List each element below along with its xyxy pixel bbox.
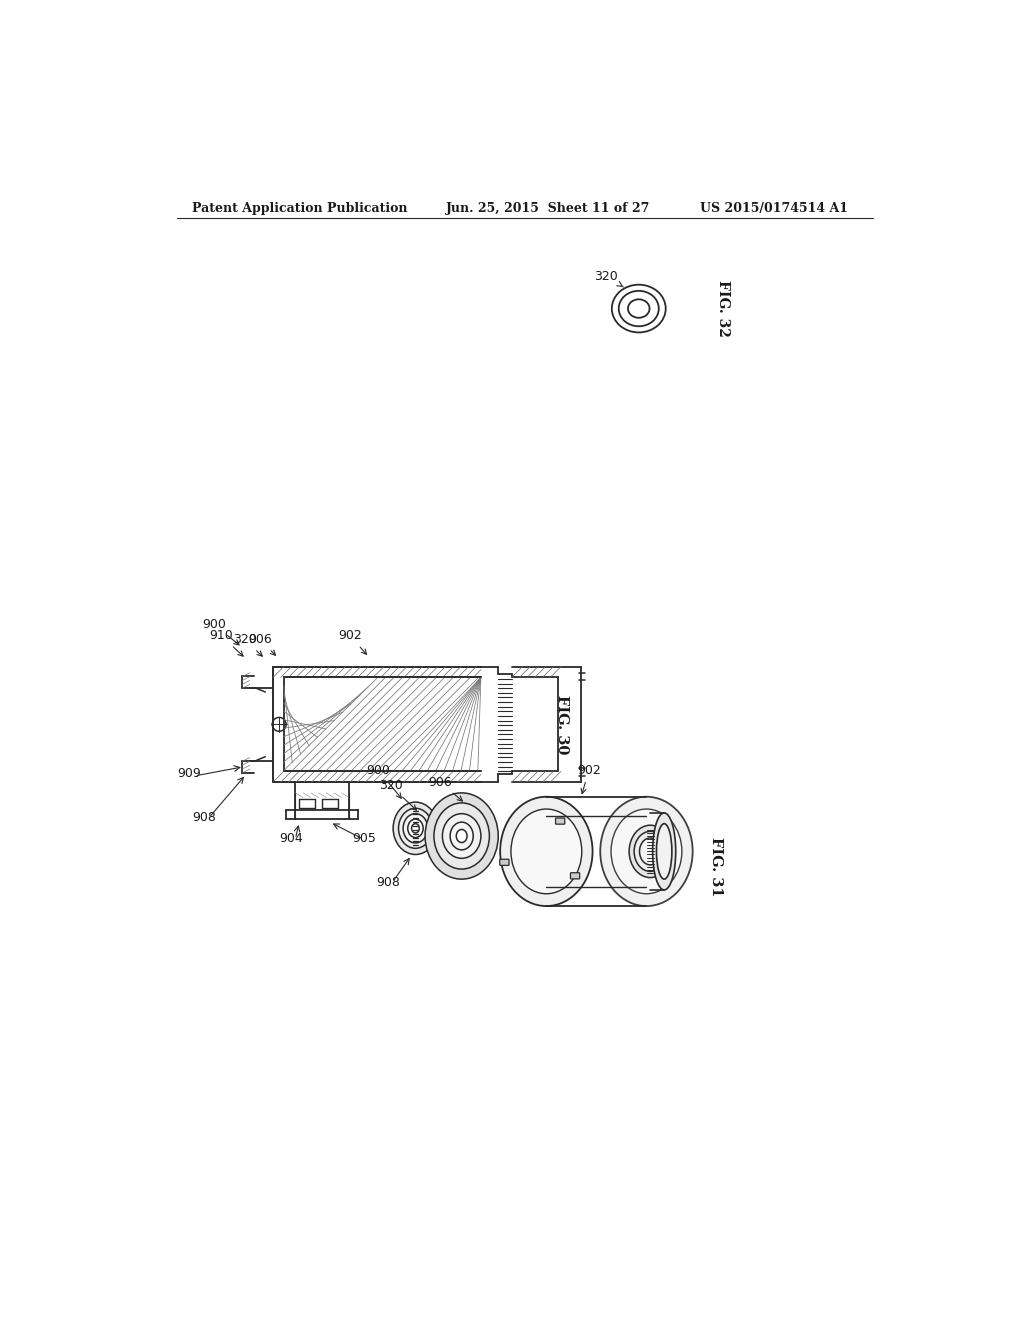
Text: 906: 906 bbox=[428, 776, 463, 801]
Text: 320: 320 bbox=[595, 269, 624, 286]
Ellipse shape bbox=[656, 824, 672, 879]
Text: US 2015/0174514 A1: US 2015/0174514 A1 bbox=[700, 202, 848, 215]
Ellipse shape bbox=[634, 832, 667, 871]
Text: 904: 904 bbox=[280, 832, 303, 845]
Ellipse shape bbox=[500, 797, 593, 906]
Ellipse shape bbox=[434, 803, 489, 869]
Text: 908: 908 bbox=[377, 876, 400, 890]
Text: 900: 900 bbox=[202, 618, 239, 645]
Text: 909: 909 bbox=[177, 767, 201, 780]
Text: Patent Application Publication: Patent Application Publication bbox=[193, 202, 408, 215]
Text: FIG. 30: FIG. 30 bbox=[555, 694, 568, 754]
Text: 905: 905 bbox=[352, 832, 377, 845]
Text: 900: 900 bbox=[367, 764, 401, 799]
Ellipse shape bbox=[511, 809, 582, 894]
Ellipse shape bbox=[425, 793, 499, 879]
Text: 910: 910 bbox=[210, 630, 243, 656]
Ellipse shape bbox=[451, 822, 473, 850]
Text: FIG. 32: FIG. 32 bbox=[717, 280, 730, 337]
Text: 906: 906 bbox=[248, 634, 275, 655]
FancyBboxPatch shape bbox=[556, 818, 565, 824]
Text: 908: 908 bbox=[191, 810, 216, 824]
FancyBboxPatch shape bbox=[570, 873, 580, 879]
Ellipse shape bbox=[442, 813, 481, 858]
Text: 320: 320 bbox=[232, 634, 262, 656]
Ellipse shape bbox=[403, 813, 428, 843]
Ellipse shape bbox=[457, 829, 467, 842]
FancyBboxPatch shape bbox=[500, 859, 509, 866]
Text: Jun. 25, 2015  Sheet 11 of 27: Jun. 25, 2015 Sheet 11 of 27 bbox=[446, 202, 650, 215]
Ellipse shape bbox=[640, 838, 662, 865]
Text: FIG. 31: FIG. 31 bbox=[709, 837, 723, 896]
Ellipse shape bbox=[611, 809, 682, 894]
Text: 902: 902 bbox=[338, 630, 367, 655]
Text: 902: 902 bbox=[577, 764, 601, 793]
Text: 320: 320 bbox=[379, 779, 417, 810]
Ellipse shape bbox=[600, 797, 692, 906]
Ellipse shape bbox=[393, 803, 438, 854]
Ellipse shape bbox=[398, 808, 432, 849]
Ellipse shape bbox=[629, 825, 672, 878]
Ellipse shape bbox=[412, 824, 419, 833]
Ellipse shape bbox=[652, 813, 676, 890]
Ellipse shape bbox=[408, 818, 423, 838]
